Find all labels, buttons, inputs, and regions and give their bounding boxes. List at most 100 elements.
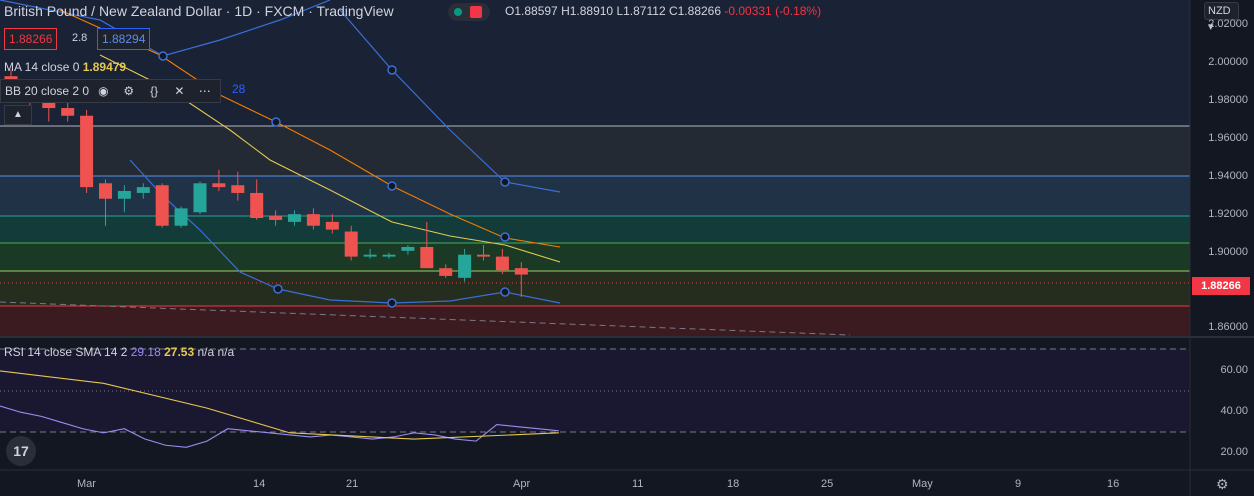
rsi-na-value: n/a n/a [197,345,235,359]
date-tick: 9 [1015,478,1022,490]
settings-gear-icon[interactable]: ⚙ [1216,476,1229,492]
change-value: -0.00331 (-0.18%) [724,4,822,18]
price-tick: 1.96000 [1208,132,1248,144]
currency-select[interactable]: NZD ▾ [1204,2,1239,33]
price-tick: 2.02000 [1208,18,1248,30]
candle-body [401,246,415,251]
buy-button[interactable]: 1.88294 [97,28,151,50]
rsi-legend[interactable]: RSI 14 close SMA 14 2 29.18 27.53 n/a n/… [4,345,234,359]
candle-body [288,214,301,222]
date-tick: 14 [253,478,266,490]
price-tick: 1.98000 [1208,94,1248,106]
candle-body [99,183,112,199]
date-tick: Apr [513,478,531,490]
candle-body [42,102,56,109]
date-tick: 25 [821,478,834,490]
bb-upper-line [0,0,331,57]
bb-point [500,177,510,187]
ma-legend[interactable]: MA 14 close 0 1.89479 [4,60,126,74]
fib-zone-4 [0,216,1190,243]
collapse-legend-button[interactable]: ▲ [4,105,32,125]
fib-zone-2 [0,126,1190,176]
candle-body [306,214,320,226]
date-tick: 11 [632,478,644,490]
chevron-down-icon: ▾ [1208,21,1214,33]
price-tick: 2.00000 [1208,56,1248,68]
candle-body [325,221,339,230]
candle-body [382,254,396,257]
ma-legend-label: MA 14 close 0 [4,60,80,74]
date-tick: 21 [346,478,359,490]
fib-zone-6 [0,271,1190,306]
candle-body [155,185,169,226]
rsi-legend-label: RSI 14 close SMA 14 2 [4,345,128,359]
rsi-tick: 40.00 [1220,405,1248,417]
open-value: O1.88597 [505,4,558,18]
rsi-tick: 60.00 [1220,364,1248,376]
candle-body [61,108,75,116]
rsi-value: 29.18 [130,345,161,359]
bb-point [387,65,397,75]
orange-line [59,9,561,248]
candle-body [269,216,283,220]
last-price-tag: 1.88266 [1192,277,1250,295]
price-tick: 1.94000 [1208,170,1248,182]
candle-body [458,254,472,278]
candle-body [477,254,490,257]
rsi-band [0,349,1190,432]
date-tick: 16 [1107,478,1120,490]
bb-point [387,298,397,308]
close-icon[interactable]: ✕ [174,84,185,98]
rsi-tick: 20.00 [1220,446,1248,458]
date-tick: May [912,478,933,490]
candle-body [80,115,94,188]
bb-legend-label: BB 20 close 2 0 [5,84,90,98]
bb-point [271,117,281,127]
candle-body [344,231,358,257]
ma-legend-value: 1.89479 [82,60,127,74]
bb-point [500,287,510,297]
bb-legend[interactable]: BB 20 close 2 0 ◉ ⚙ {} ✕ ⋯ [0,79,221,103]
bb-point [273,284,283,294]
fib-zone-top [0,0,1190,126]
bb-point [500,232,510,242]
rsi-sma-value: 27.53 [164,345,195,359]
rsi-line [0,405,559,448]
candle-body [231,185,245,193]
status-bar-icon [470,6,482,18]
candle-body [363,254,377,257]
high-value: H1.88910 [561,4,614,18]
candle-body [193,183,207,213]
candle-body [420,246,434,269]
sell-button[interactable]: 1.88266 [4,28,58,50]
braces-icon[interactable]: {} [150,84,159,98]
fib-zone-7 [0,306,1190,336]
price-tick: 1.92000 [1208,208,1248,220]
spread-value: 2.8 [72,32,88,44]
eye-icon[interactable]: ◉ [98,84,109,98]
market-status-toggle[interactable] [448,3,490,21]
gear-icon[interactable]: ⚙ [123,84,135,98]
bb-upper-line-2 [339,9,561,193]
candle-body [136,187,150,193]
low-value: L1.87112 [616,4,666,18]
bb-point [158,51,168,61]
date-tick: 18 [727,478,740,490]
currency-label: NZD [1208,5,1231,17]
status-dot-icon [454,8,462,16]
ohlc-readout: O1.88597 H1.88910 L1.87112 C1.88266 -0.0… [505,4,821,18]
tradingview-logo-icon[interactable]: 17 [6,436,36,466]
candle-body [117,191,131,199]
rsi-sma-line [0,370,559,440]
candle-body [514,268,528,275]
price-tick: 1.90000 [1208,246,1248,258]
more-icon[interactable]: ⋯ [198,84,211,98]
price-tick: 1.86000 [1208,321,1248,333]
ma-line [99,54,561,263]
bb-point [387,181,397,191]
fib-zone-5 [0,243,1190,271]
candle-body [212,183,226,188]
symbol-title[interactable]: British Pound / New Zealand Dollar · 1D … [4,3,394,19]
date-tick: Mar [77,478,96,490]
